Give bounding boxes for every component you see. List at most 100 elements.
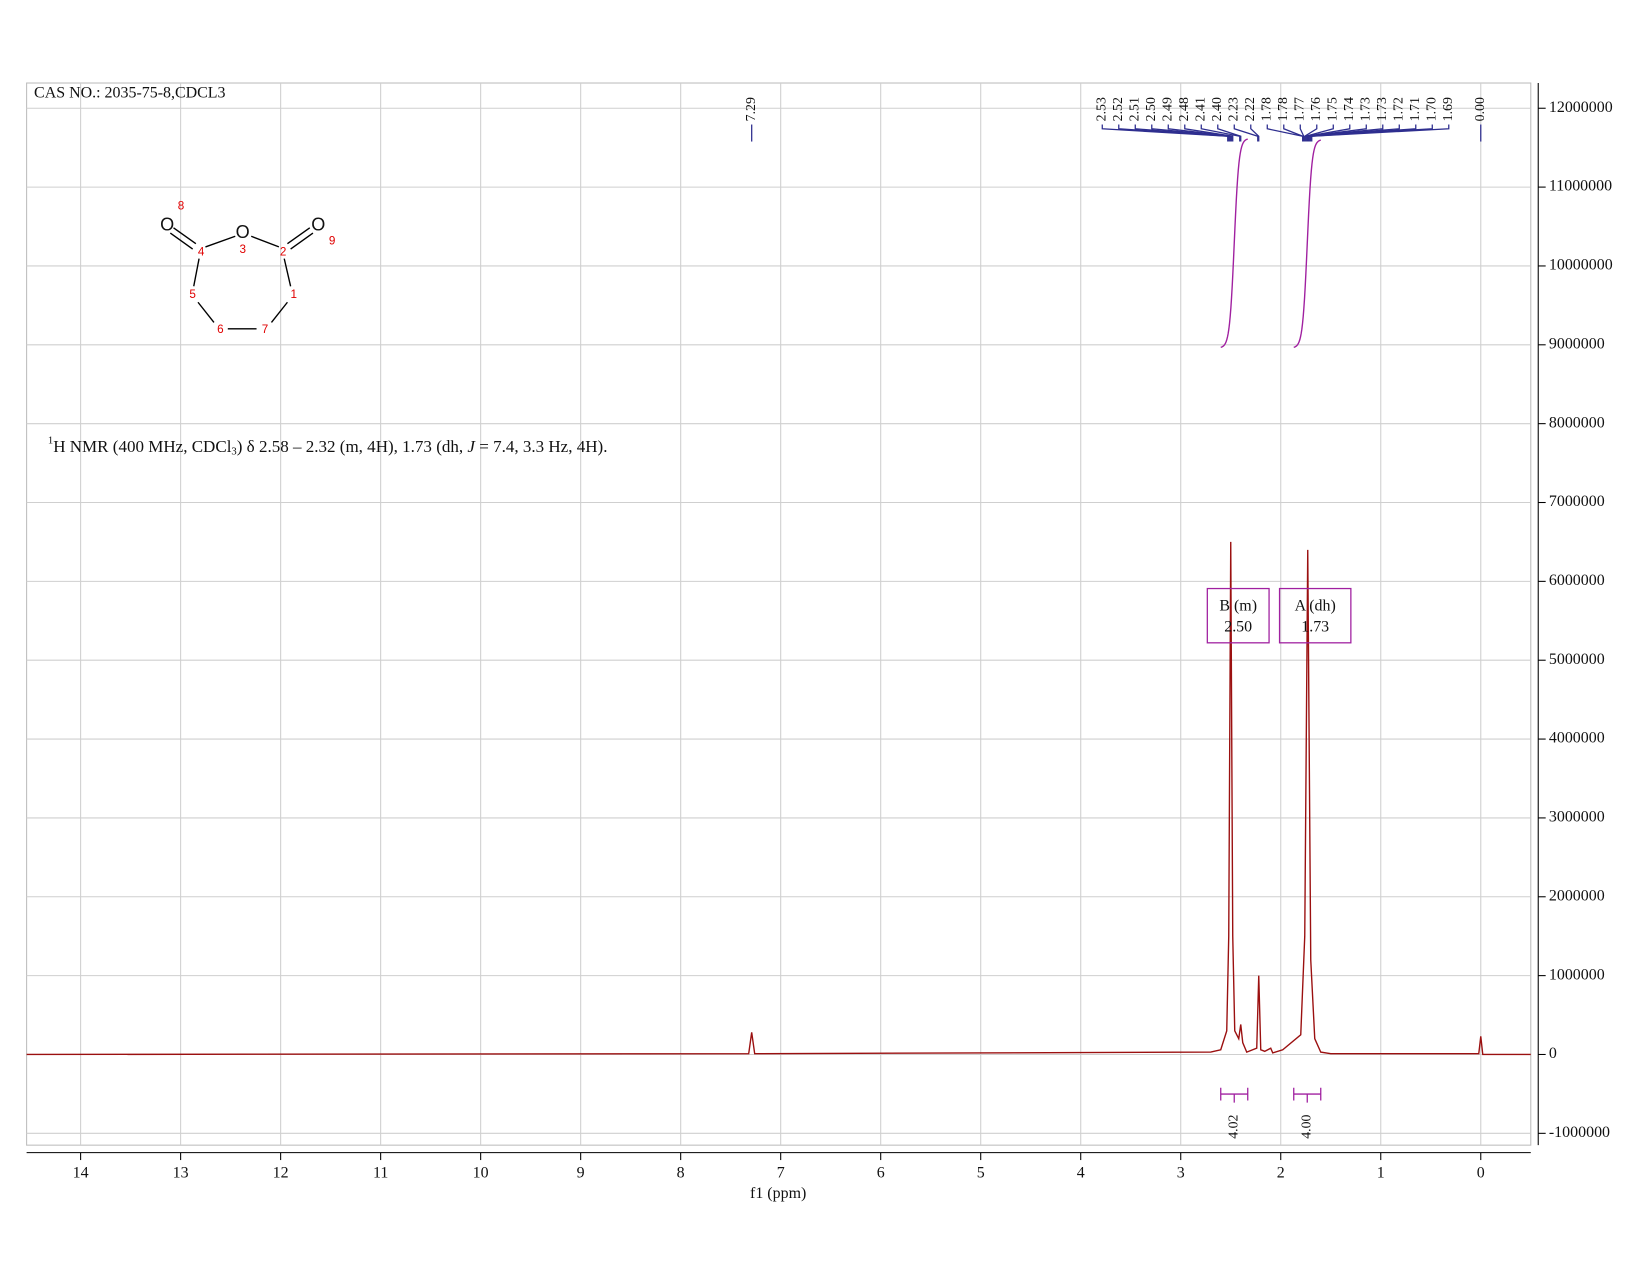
molecule: O O O 8 3 9 4 2 5 1 6 7 xyxy=(160,200,335,336)
plot-frame xyxy=(26,82,1532,1146)
peak-label: 2.40 xyxy=(1209,97,1224,121)
peak-label: 1.78 xyxy=(1258,97,1273,121)
y-tick-label: 1000000 xyxy=(1549,966,1605,983)
atom-number: 3 xyxy=(239,243,246,256)
y-tick-label: -1000000 xyxy=(1549,1124,1610,1141)
peak-connector xyxy=(1283,124,1304,142)
peak-label: 1.73 xyxy=(1374,97,1389,121)
peak-label: 1.75 xyxy=(1324,97,1339,121)
y-tick-label: 8000000 xyxy=(1549,414,1605,431)
peak-label: 1.78 xyxy=(1275,97,1290,121)
integral-bracket xyxy=(1220,1087,1249,1103)
desc-text: ) δ 2.58 – 2.32 (m, 4H), 1.73 (dh, xyxy=(237,437,468,456)
peak-connector xyxy=(1305,124,1334,142)
y-tick-label: 3000000 xyxy=(1549,809,1605,826)
peak-label: 1.70 xyxy=(1423,97,1438,121)
x-tick-label: 3 xyxy=(1177,1165,1185,1182)
x-tick-label: 12 xyxy=(273,1165,289,1182)
x-tick-label: 13 xyxy=(173,1165,189,1182)
x-tick-label: 9 xyxy=(577,1165,585,1182)
bond xyxy=(193,258,200,287)
desc-sup: 1 xyxy=(48,436,53,447)
peak-label: 1.74 xyxy=(1341,97,1356,121)
x-tick-label: 7 xyxy=(777,1165,785,1182)
atom-number: 2 xyxy=(280,245,287,258)
peak-label: 1.76 xyxy=(1308,97,1323,121)
peak-connector xyxy=(1118,124,1230,142)
description: 1H NMR (400 MHz, CDCl3) δ 2.58 – 2.32 (m… xyxy=(48,436,608,458)
bond xyxy=(205,235,236,248)
multiplet-box xyxy=(1278,587,1352,644)
peak-connector xyxy=(1307,124,1384,142)
peak-label: 1.69 xyxy=(1440,97,1455,121)
y-tick-label: 6000000 xyxy=(1549,572,1605,589)
peak-connector xyxy=(1233,124,1259,142)
bond xyxy=(197,301,215,323)
peak-label: 1.77 xyxy=(1291,97,1306,121)
x-axis-label: f1 (ppm) xyxy=(750,1185,806,1202)
multiplet-box xyxy=(1206,587,1270,644)
peak-connector xyxy=(1134,124,1231,142)
x-tick-label: 8 xyxy=(677,1165,685,1182)
peak-label: 2.51 xyxy=(1126,97,1141,121)
y-tick-label: 5000000 xyxy=(1549,651,1605,668)
peak-label: 1.72 xyxy=(1390,97,1405,121)
x-tick-label: 0 xyxy=(1477,1165,1485,1182)
x-tick-label: 5 xyxy=(977,1165,985,1182)
peak-label: 7.29 xyxy=(743,97,758,121)
multiplet-name: A (dh) xyxy=(1295,597,1336,614)
atom-number: 9 xyxy=(329,235,336,248)
peak-connector xyxy=(1299,124,1305,142)
peak-label: 2.23 xyxy=(1225,97,1240,121)
peak-connector xyxy=(1266,124,1304,142)
peak-label: 2.52 xyxy=(1110,97,1125,121)
x-tick-label: 4 xyxy=(1077,1165,1085,1182)
peak-connector xyxy=(1311,124,1450,142)
peak-label: 2.50 xyxy=(1143,97,1158,121)
atom-number: 4 xyxy=(198,245,205,258)
desc-text: = 7.4, 3.3 Hz, 4H). xyxy=(475,437,607,456)
x-tick-label: 11 xyxy=(373,1165,388,1182)
y-tick-label: 0 xyxy=(1549,1045,1557,1062)
desc-sub: 3 xyxy=(231,447,236,458)
desc-italic: J xyxy=(467,437,476,456)
peak-label: 2.49 xyxy=(1159,97,1174,121)
integral-bracket xyxy=(1293,1087,1322,1103)
atom-number: 5 xyxy=(189,288,196,301)
multiplet-shift: 1.73 xyxy=(1301,619,1329,636)
spectrum xyxy=(26,541,1531,1056)
peak-label: 1.71 xyxy=(1407,97,1422,121)
bond xyxy=(169,232,194,250)
multiplet-name: B (m) xyxy=(1219,597,1257,614)
y-tick-label: 12000000 xyxy=(1549,99,1613,116)
peak-connector xyxy=(1167,124,1233,142)
header: CAS NO.: 2035-75-8,CDCL3 xyxy=(34,84,225,101)
integral-curve xyxy=(1293,139,1321,349)
bond xyxy=(287,227,311,245)
atom-number: 1 xyxy=(291,288,298,301)
bond xyxy=(270,301,288,323)
peak-label: 1.73 xyxy=(1357,97,1372,121)
atom: O xyxy=(160,214,174,234)
y-tick-label: 4000000 xyxy=(1549,730,1605,747)
x-tick-label: 10 xyxy=(473,1165,489,1182)
x-tick-label: 6 xyxy=(877,1165,885,1182)
x-tick-label: 14 xyxy=(73,1165,89,1182)
peak-label: 2.41 xyxy=(1192,97,1207,121)
atom: O xyxy=(236,222,250,242)
atom-number: 7 xyxy=(262,323,269,336)
peak-label: 2.53 xyxy=(1093,97,1108,121)
y-tick-label: 11000000 xyxy=(1549,178,1612,195)
bond xyxy=(290,232,314,250)
peak-connector xyxy=(1250,124,1260,142)
x-tick-label: 2 xyxy=(1277,1165,1285,1182)
peak-connector xyxy=(1184,124,1234,142)
y-tick-label: 9000000 xyxy=(1549,335,1605,352)
peak-label: 2.48 xyxy=(1176,97,1191,121)
atom-number: 8 xyxy=(178,200,185,213)
multiplet-shift: 2.50 xyxy=(1224,619,1252,636)
x-tick-label: 1 xyxy=(1377,1165,1385,1182)
integral-curve xyxy=(1220,138,1248,349)
peak-connector xyxy=(1306,124,1351,142)
